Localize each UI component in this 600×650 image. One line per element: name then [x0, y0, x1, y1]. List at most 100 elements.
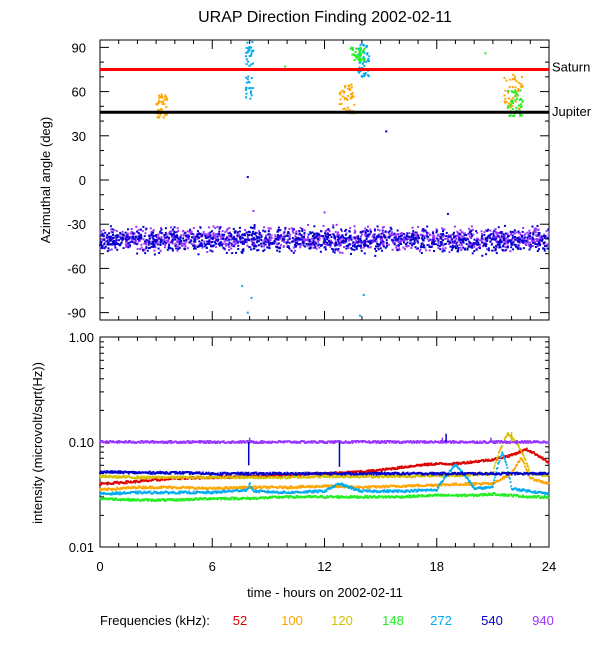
- scatter-point: [358, 66, 361, 69]
- scatter-point: [373, 228, 376, 231]
- scatter-point: [333, 242, 336, 245]
- intensity-point: [416, 483, 419, 486]
- intensity-point: [369, 470, 372, 473]
- scatter-point: [252, 237, 255, 240]
- scatter-point: [338, 237, 341, 240]
- scatter-point: [480, 239, 483, 242]
- scatter-point: [331, 233, 334, 236]
- scatter-point: [315, 242, 318, 245]
- intensity-traces: [99, 431, 550, 503]
- scatter-point: [302, 242, 305, 245]
- scatter-point: [245, 86, 248, 89]
- scatter-point: [232, 245, 235, 248]
- scatter-point: [511, 86, 514, 89]
- scatter-point: [131, 235, 134, 238]
- scatter-point: [493, 229, 496, 232]
- scatter-point: [353, 236, 356, 239]
- scatter-point: [514, 243, 517, 246]
- scatter-point: [190, 242, 193, 245]
- scatter-point: [163, 240, 166, 243]
- intensity-point: [427, 464, 430, 467]
- intensity-point: [408, 485, 411, 487]
- scatter-point: [274, 235, 277, 238]
- scatter-point: [208, 235, 211, 238]
- intensity-point: [518, 447, 521, 450]
- scatter-point: [270, 237, 273, 240]
- scatter-point: [443, 228, 446, 231]
- scatter-point: [108, 235, 111, 238]
- scatter-point: [398, 248, 401, 251]
- scatter-point: [507, 105, 510, 108]
- scatter-point: [470, 230, 473, 233]
- scatter-point: [273, 242, 276, 245]
- intensity-point: [404, 474, 407, 477]
- intensity-point: [99, 497, 102, 499]
- scatter-point: [263, 239, 266, 242]
- intensity-point: [421, 475, 424, 478]
- scatter-point: [432, 233, 435, 236]
- scatter-point: [207, 226, 210, 229]
- intensity-point: [169, 476, 171, 479]
- scatter-point: [422, 244, 425, 247]
- scatter-point: [275, 238, 278, 241]
- scatter-point: [314, 246, 317, 249]
- scatter-point: [208, 239, 211, 242]
- scatter-point: [113, 239, 116, 242]
- intensity-point: [242, 477, 245, 480]
- scatter-point: [307, 233, 310, 236]
- scatter-point: [506, 234, 509, 237]
- scatter-point: [176, 235, 179, 238]
- intensity-point: [384, 469, 387, 472]
- intensity-point: [446, 475, 449, 477]
- intensity-point: [209, 475, 211, 478]
- scatter-point: [295, 232, 298, 235]
- scatter-point: [206, 240, 209, 243]
- scatter-point: [261, 239, 264, 242]
- scatter-point: [421, 229, 424, 232]
- intensity-point: [243, 475, 245, 478]
- scatter-point: [436, 237, 439, 240]
- scatter-point: [127, 242, 130, 245]
- scatter-point: [455, 237, 458, 240]
- scatter-point: [391, 248, 394, 251]
- intensity-point: [228, 498, 230, 501]
- scatter-point: [214, 240, 217, 243]
- scatter-point: [353, 229, 356, 232]
- scatter-point: [351, 49, 354, 52]
- scatter-point: [372, 233, 375, 236]
- scatter-point: [341, 230, 344, 233]
- scatter-point: [165, 237, 168, 240]
- scatter-point: [529, 246, 532, 249]
- scatter-point: [355, 235, 358, 238]
- intensity-point: [312, 476, 315, 479]
- scatter-point: [406, 241, 409, 244]
- scatter-point: [429, 245, 432, 248]
- scatter-point: [151, 241, 154, 244]
- scatter-point: [496, 232, 499, 235]
- scatter-point: [520, 114, 523, 117]
- scatter-point: [335, 242, 338, 245]
- intensity-point: [538, 479, 541, 482]
- scatter-point: [537, 234, 540, 237]
- intensity-point: [365, 485, 368, 488]
- scatter-point: [486, 238, 489, 241]
- scatter-point: [212, 232, 215, 235]
- intensity-point: [154, 487, 157, 490]
- scatter-point: [502, 236, 505, 239]
- scatter-point: [416, 247, 419, 250]
- scatter-point: [431, 232, 434, 235]
- scatter-point: [159, 241, 162, 244]
- scatter-point: [228, 235, 231, 238]
- scatter-point: [209, 237, 212, 240]
- intensity-point: [99, 482, 102, 485]
- intensity-point: [110, 489, 113, 491]
- intensity-point: [336, 476, 339, 479]
- intensity-point: [508, 455, 511, 458]
- scatter-point: [347, 246, 350, 249]
- scatter-point: [113, 229, 116, 232]
- scatter-point: [410, 234, 413, 237]
- intensity-point: [349, 476, 352, 479]
- intensity-point: [323, 485, 325, 488]
- intensity-point: [448, 483, 450, 486]
- scatter-point: [366, 52, 369, 55]
